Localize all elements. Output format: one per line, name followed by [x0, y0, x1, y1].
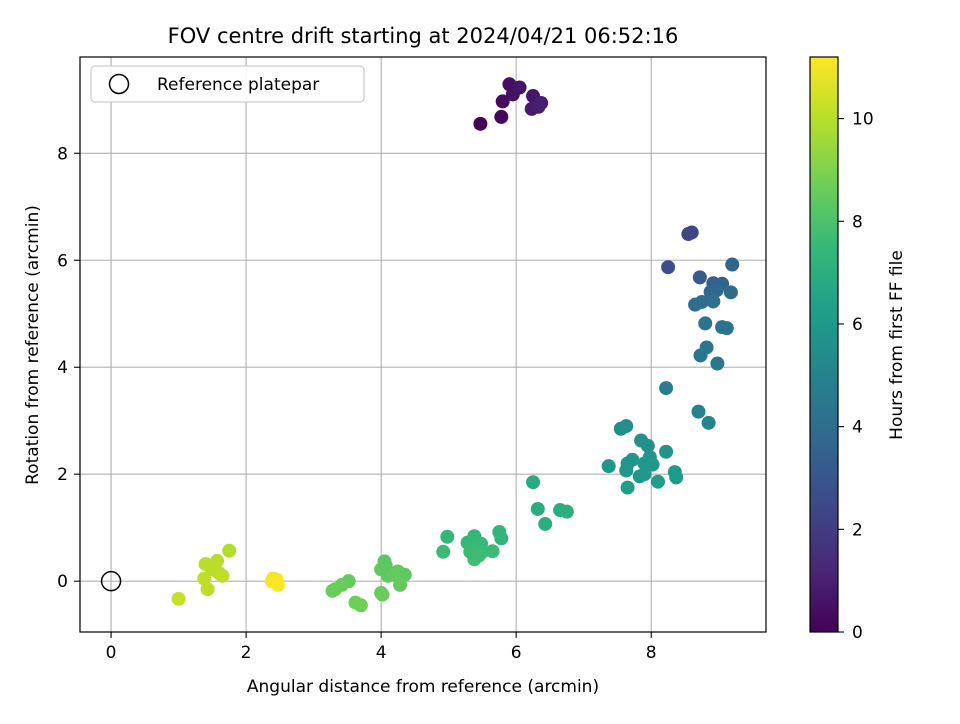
- y-tick-label: 0: [57, 572, 68, 592]
- plot-frame: [79, 56, 767, 633]
- data-point: [691, 404, 706, 419]
- data-point: [684, 225, 699, 240]
- data-point: [688, 297, 703, 312]
- reference-platepar-point: [100, 570, 122, 592]
- data-point: [640, 438, 655, 453]
- colorbar-tick-label: 6: [852, 315, 863, 335]
- chart-title: FOV centre drift starting at 2024/04/21 …: [168, 24, 679, 48]
- data-point: [601, 459, 616, 474]
- colorbar-tick-label: 8: [852, 212, 863, 232]
- legend-box: [90, 65, 365, 103]
- data-point: [538, 516, 553, 531]
- data-point: [353, 598, 368, 613]
- grid-lines: [80, 57, 766, 632]
- data-point: [530, 501, 545, 516]
- data-point: [436, 544, 451, 559]
- data-point: [559, 504, 574, 519]
- x-tick-label: 2: [241, 643, 252, 663]
- data-point: [692, 270, 707, 285]
- data-point: [440, 529, 455, 544]
- data-point: [619, 463, 634, 478]
- data-point: [270, 577, 285, 592]
- data-point: [197, 571, 212, 586]
- x-tick-label: 8: [646, 643, 657, 663]
- data-point: [669, 470, 684, 485]
- y-tick-label: 8: [57, 144, 68, 164]
- data-point: [473, 116, 488, 131]
- x-axis: 0 2 4 6 8: [106, 632, 657, 663]
- data-point: [171, 591, 186, 606]
- x-tick-label: 0: [106, 643, 117, 663]
- data-point: [393, 577, 408, 592]
- data-point: [650, 474, 665, 489]
- x-tick-label: 4: [376, 643, 387, 663]
- data-points: [171, 77, 740, 613]
- colorbar: 0 2 4 6 8 10 Hours from first FF file: [809, 56, 907, 643]
- colorbar-tick-label: 0: [852, 623, 863, 643]
- colorbar-tick-label: 2: [852, 520, 863, 540]
- data-point: [375, 587, 390, 602]
- data-point: [659, 381, 674, 396]
- y-tick-label: 6: [57, 251, 68, 271]
- legend-marker-icon: [108, 73, 130, 95]
- y-axis-label: Rotation from reference (arcmin): [23, 205, 43, 485]
- colorbar-tick-label: 10: [852, 110, 874, 130]
- colorbar-tick-label: 4: [852, 418, 863, 438]
- data-point: [494, 531, 509, 546]
- legend: Reference platepar: [90, 65, 365, 103]
- data-point: [661, 260, 676, 275]
- reference-marker: [100, 570, 122, 592]
- data-point: [619, 419, 634, 434]
- colorbar-ticks: 0 2 4 6 8 10: [838, 110, 874, 643]
- data-point: [637, 467, 652, 482]
- data-point: [723, 285, 738, 300]
- data-point: [495, 94, 510, 109]
- data-point: [485, 544, 500, 559]
- data-point: [620, 480, 635, 495]
- data-point: [701, 415, 716, 430]
- data-point: [698, 316, 713, 331]
- y-tick-label: 4: [57, 358, 68, 378]
- data-point: [325, 583, 340, 598]
- y-tick-label: 2: [57, 465, 68, 485]
- data-point: [709, 283, 724, 298]
- data-point: [710, 356, 725, 371]
- data-point: [512, 80, 527, 95]
- legend-label: Reference platepar: [157, 75, 319, 95]
- data-point: [706, 294, 721, 309]
- data-point: [200, 582, 215, 597]
- data-point: [526, 475, 541, 490]
- data-point: [386, 567, 401, 582]
- data-point: [494, 109, 509, 124]
- data-point: [625, 452, 640, 467]
- data-point: [222, 543, 237, 558]
- data-point: [725, 257, 740, 272]
- x-tick-label: 6: [511, 643, 522, 663]
- data-point: [645, 457, 660, 472]
- data-point: [534, 96, 549, 110]
- colorbar-label: Hours from first FF file: [887, 250, 907, 440]
- data-point: [659, 444, 674, 459]
- x-axis-label: Angular distance from reference (arcmin): [247, 677, 599, 697]
- colorbar-gradient: [809, 56, 839, 633]
- data-point: [719, 321, 734, 336]
- y-axis: 0 2 4 6 8: [57, 144, 80, 592]
- data-point: [693, 348, 708, 363]
- data-point: [467, 552, 482, 567]
- data-point: [215, 568, 230, 583]
